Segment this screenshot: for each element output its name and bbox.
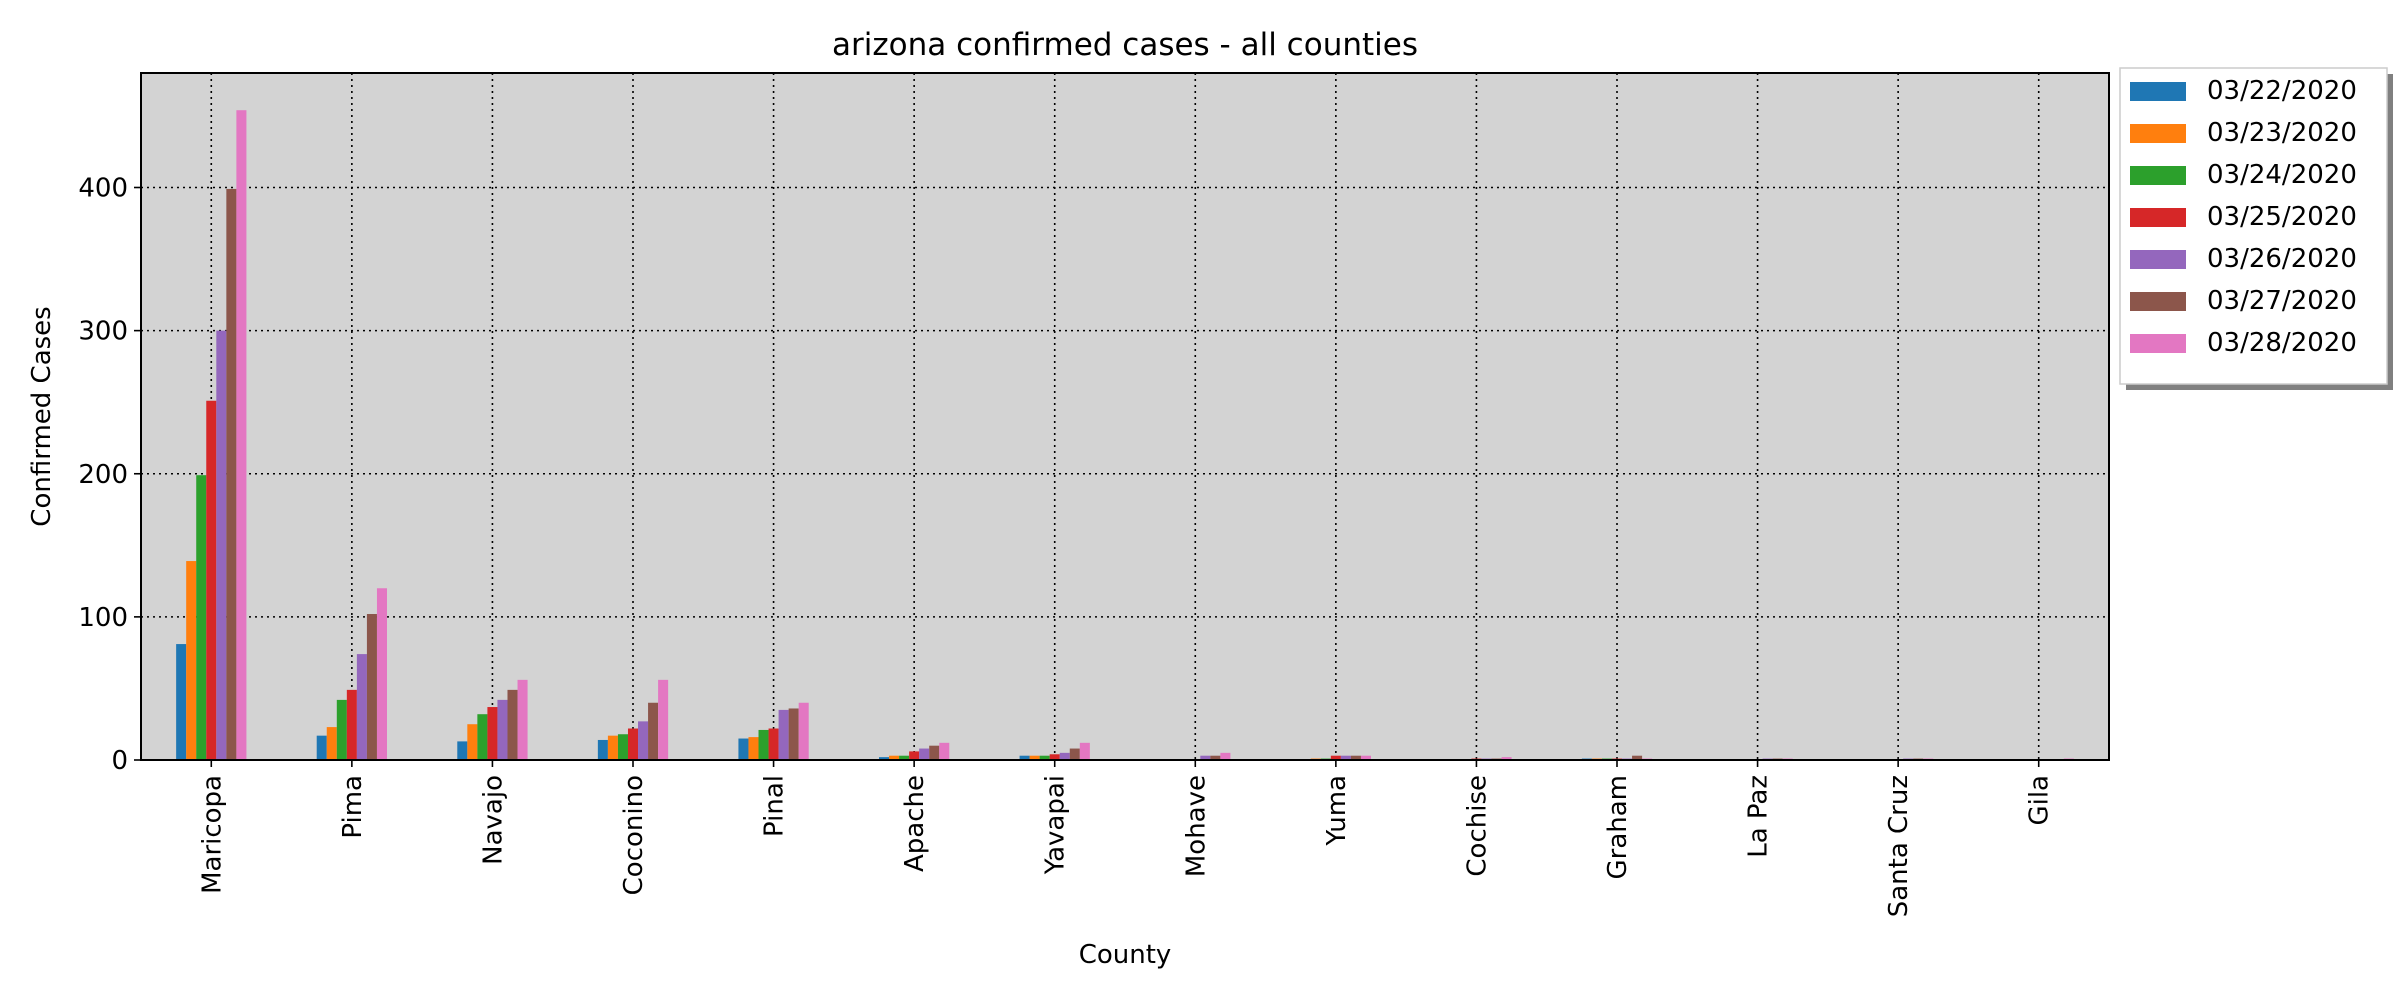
- legend-label: 03/25/2020: [2207, 202, 2357, 232]
- bar: [517, 679, 528, 760]
- bar: [356, 654, 367, 760]
- bar: [909, 751, 920, 760]
- bar: [186, 561, 197, 760]
- y-tick-label: 0: [111, 746, 128, 776]
- bar: [1501, 757, 1512, 760]
- bar: [226, 188, 237, 760]
- y-tick-label: 300: [78, 317, 128, 347]
- legend: 03/22/2020 03/23/2020 03/24/2020 03/25/2020…: [2119, 67, 2393, 390]
- bar: [1059, 752, 1070, 760]
- x-tick-label: Maricopa: [197, 775, 227, 894]
- x-tick-label: Gila: [2025, 775, 2055, 826]
- bar: [1200, 755, 1211, 760]
- bar: [366, 614, 377, 760]
- legend-swatch: [2130, 250, 2186, 269]
- bar: [929, 745, 940, 760]
- x-tick-label: Yavapai: [1041, 775, 1071, 875]
- legend-label: 03/26/2020: [2207, 244, 2357, 274]
- bar: [326, 727, 337, 760]
- bar: [1350, 755, 1361, 760]
- bar: [879, 757, 890, 760]
- bar: [597, 739, 608, 760]
- legend-swatch: [2130, 82, 2186, 101]
- bar: [1632, 755, 1643, 760]
- bar: [638, 721, 649, 760]
- bar: [798, 702, 809, 760]
- x-tick-label: Yuma: [1322, 775, 1352, 847]
- bar: [617, 734, 628, 760]
- bar: [788, 708, 799, 760]
- bar: [738, 738, 749, 760]
- bar: [336, 699, 347, 760]
- bar: [1049, 754, 1060, 760]
- y-tick-label: 400: [78, 174, 128, 204]
- x-tick-label: Pima: [338, 775, 368, 839]
- bar: [316, 735, 327, 760]
- legend-swatch: [2130, 334, 2186, 353]
- bar: [768, 728, 779, 760]
- bar: [748, 737, 759, 760]
- bar: [467, 724, 478, 760]
- plot-area: [141, 73, 2109, 760]
- bar: [1340, 755, 1351, 760]
- legend-swatch: [2130, 292, 2186, 311]
- bar: [1210, 755, 1221, 760]
- chart-title: arizona confirmed cases - all counties: [832, 27, 1418, 63]
- bar: [758, 729, 769, 760]
- bar: [376, 588, 387, 760]
- bar: [1330, 755, 1341, 760]
- bar: [658, 679, 669, 760]
- legend-label: 03/24/2020: [2207, 160, 2357, 190]
- x-tick-label: Apache: [900, 775, 930, 872]
- bar: [457, 741, 468, 760]
- x-tick-label: Santa Cruz: [1884, 775, 1914, 917]
- legend-swatch: [2130, 208, 2186, 227]
- x-axis-label: County: [1079, 940, 1172, 970]
- bar: [1079, 742, 1090, 760]
- x-tick-label: Pinal: [760, 775, 790, 837]
- bar: [648, 702, 659, 760]
- bar: [497, 699, 508, 760]
- bar: [1039, 755, 1050, 760]
- x-tick-label: Navajo: [478, 775, 508, 865]
- bar: [627, 728, 639, 760]
- bar: [919, 748, 930, 760]
- bar: [487, 707, 498, 760]
- bar: [206, 400, 217, 760]
- bar: [889, 755, 900, 760]
- bar: [1220, 752, 1231, 760]
- bar: [196, 475, 207, 760]
- bar: [346, 689, 357, 760]
- x-tick-label: Mohave: [1181, 775, 1211, 877]
- x-tick-label: Cochise: [1462, 775, 1492, 877]
- bar: [1019, 755, 1030, 760]
- bar: [607, 735, 618, 760]
- bar: [1029, 755, 1040, 760]
- legend-swatch: [2130, 166, 2186, 185]
- legend-label: 03/27/2020: [2207, 286, 2357, 316]
- x-tick-label: La Paz: [1744, 775, 1774, 858]
- bar: [477, 714, 488, 760]
- legend-label: 03/22/2020: [2207, 76, 2357, 106]
- bar: [216, 330, 227, 760]
- bar: [778, 709, 789, 760]
- plot-frame: [140, 72, 2110, 761]
- bar: [1069, 748, 1080, 760]
- bar: [236, 110, 247, 760]
- x-tick-label: Coconino: [619, 775, 649, 895]
- bar: [176, 644, 187, 760]
- legend-label: 03/28/2020: [2207, 328, 2357, 358]
- x-tick-label: Graham: [1603, 775, 1633, 880]
- bar: [899, 755, 910, 760]
- y-axis-label: Confirmed Cases: [27, 306, 57, 526]
- legend-label: 03/23/2020: [2207, 118, 2357, 148]
- bar: [939, 742, 950, 760]
- y-tick-label: 100: [78, 603, 128, 633]
- bar: [507, 689, 518, 760]
- bar: [1360, 755, 1371, 760]
- legend-swatch: [2130, 124, 2186, 143]
- y-tick-label: 200: [78, 460, 128, 490]
